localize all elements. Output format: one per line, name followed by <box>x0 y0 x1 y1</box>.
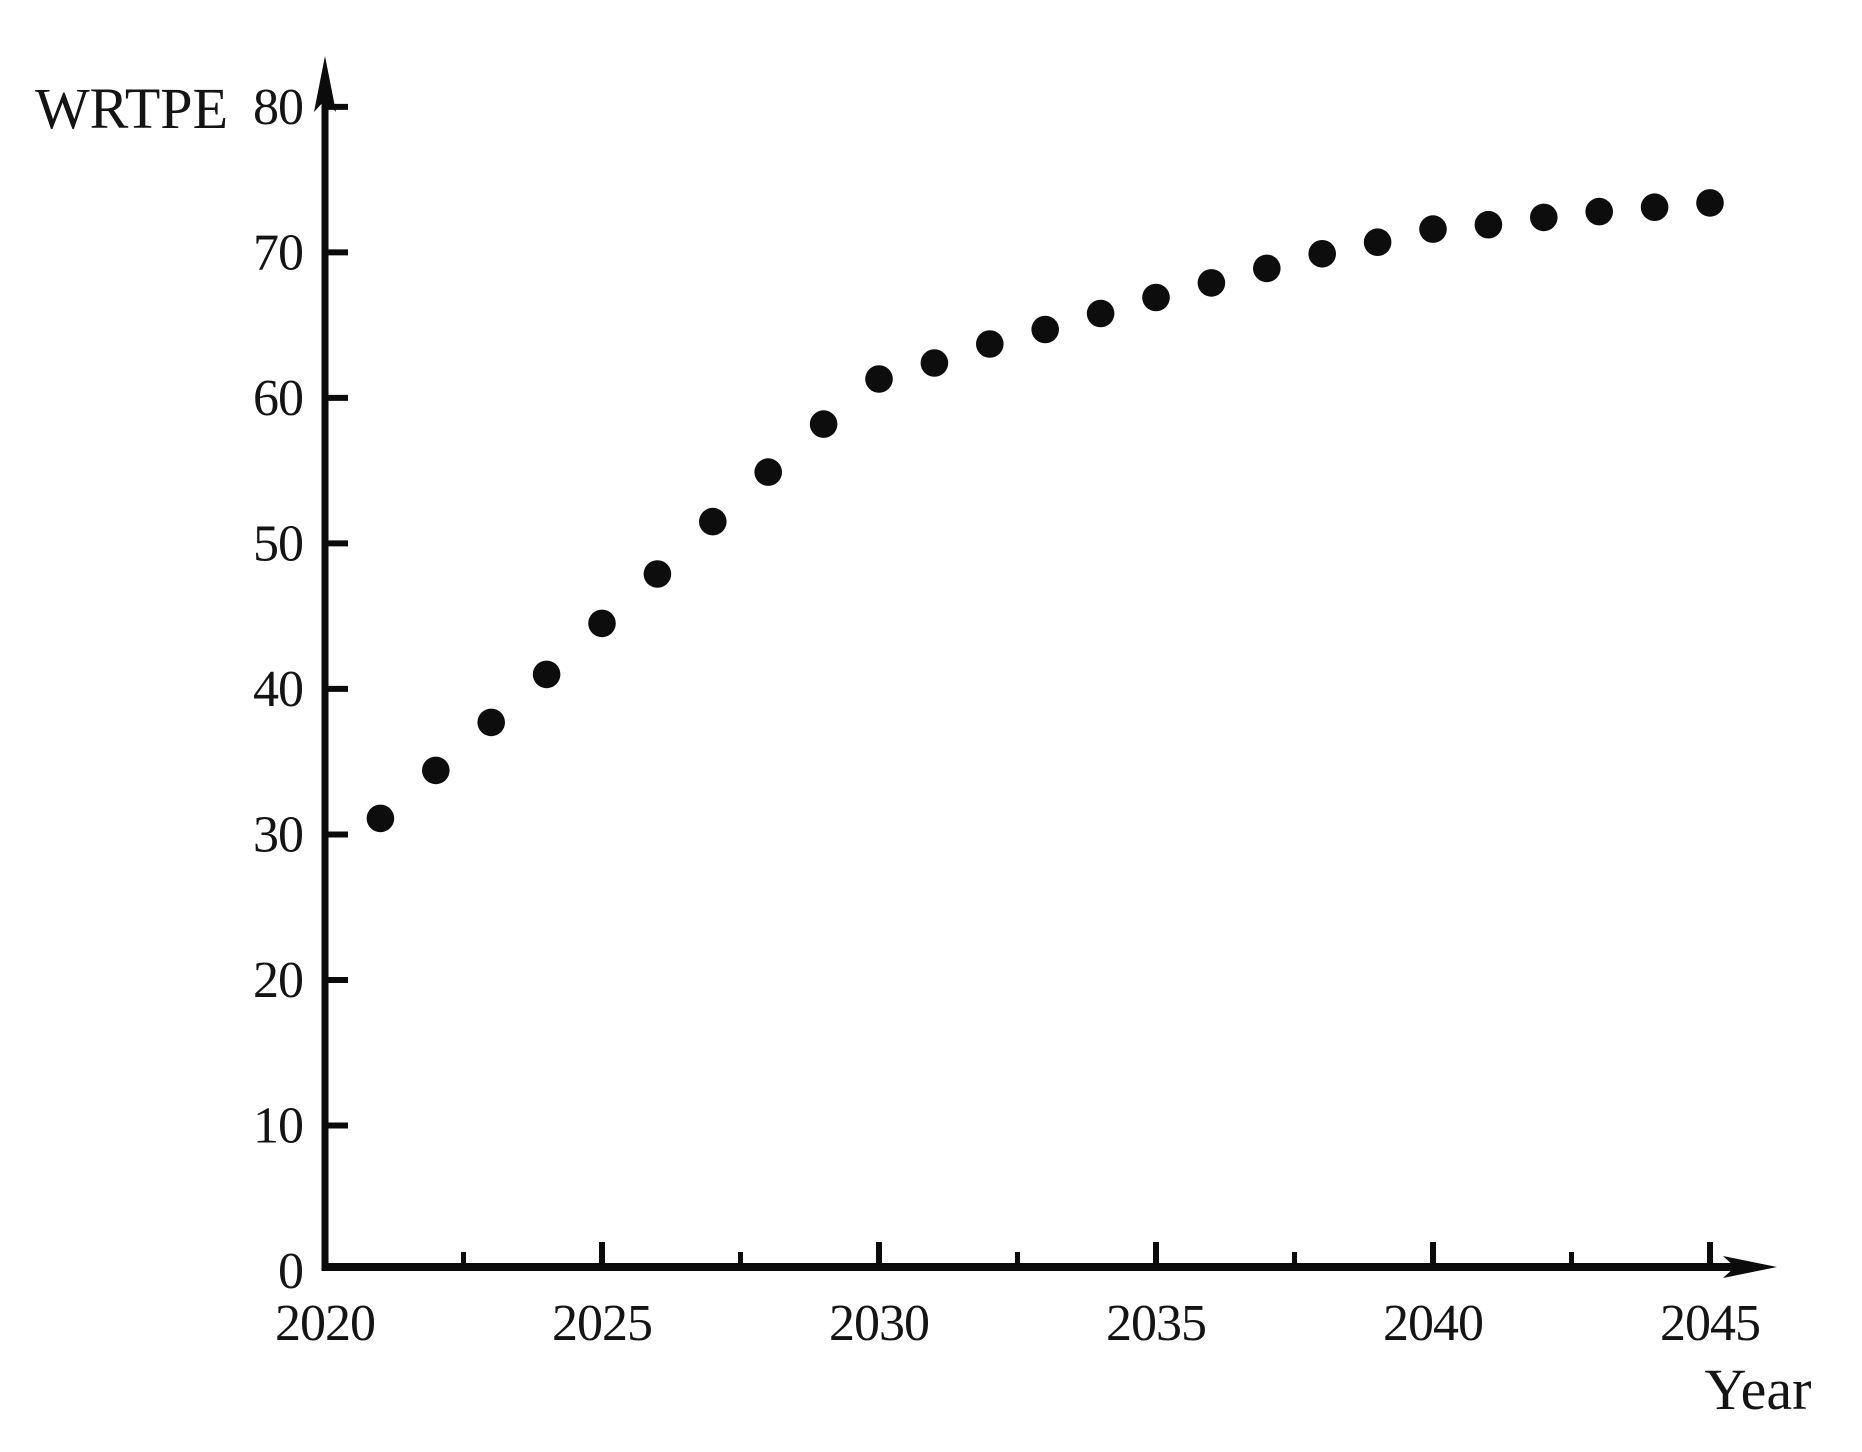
data-point <box>588 609 616 638</box>
axes <box>314 56 1777 1278</box>
y-axis-label: WRTPE <box>35 76 228 141</box>
data-point <box>1031 315 1059 344</box>
data-point <box>1419 215 1447 243</box>
x-axis-ticks: 2020 2025 2030 2035 2040 2045 <box>275 1242 1761 1352</box>
data-point <box>1696 189 1724 217</box>
x-tick-label: 2025 <box>552 1295 652 1352</box>
data-point <box>865 365 893 393</box>
y-tick-label: 10 <box>253 1097 303 1154</box>
y-tick-label: 50 <box>253 515 303 572</box>
data-point <box>532 660 561 689</box>
y-tick-label: 40 <box>253 661 303 718</box>
data-points <box>366 189 1724 833</box>
data-point <box>1086 299 1115 328</box>
y-axis-ticks: 0 10 20 30 40 50 60 70 80 <box>253 79 348 1300</box>
data-point <box>1640 193 1669 221</box>
y-tick-label: 70 <box>253 224 303 281</box>
x-axis-arrow <box>1723 1256 1777 1278</box>
data-point <box>366 804 395 833</box>
y-tick-label: 80 <box>253 79 303 136</box>
x-tick-label: 2040 <box>1383 1295 1483 1352</box>
data-point <box>1142 283 1170 312</box>
x-tick-label: 2030 <box>829 1295 929 1352</box>
data-point <box>1474 210 1503 239</box>
data-point <box>809 410 838 438</box>
data-point <box>477 708 506 737</box>
data-point <box>1585 197 1613 226</box>
data-point <box>1308 240 1336 268</box>
data-point <box>1253 254 1281 283</box>
y-tick-label: 60 <box>253 370 303 427</box>
x-tick-label: 2035 <box>1106 1295 1206 1352</box>
data-point <box>699 507 727 536</box>
y-tick-label: 0 <box>278 1243 303 1300</box>
x-axis-label: Year <box>1705 1357 1812 1422</box>
data-point <box>1530 203 1558 232</box>
x-tick-label: 2020 <box>275 1295 375 1352</box>
y-tick-label: 20 <box>253 952 303 1009</box>
data-point <box>1363 228 1392 256</box>
data-point <box>976 330 1004 358</box>
y-tick-label: 30 <box>253 806 303 863</box>
data-point <box>920 349 949 377</box>
data-point <box>1197 269 1226 297</box>
x-tick-label: 2045 <box>1660 1295 1760 1352</box>
y-axis-arrow <box>314 56 336 112</box>
data-point <box>643 560 672 588</box>
data-point <box>754 458 782 486</box>
data-point <box>422 756 450 785</box>
